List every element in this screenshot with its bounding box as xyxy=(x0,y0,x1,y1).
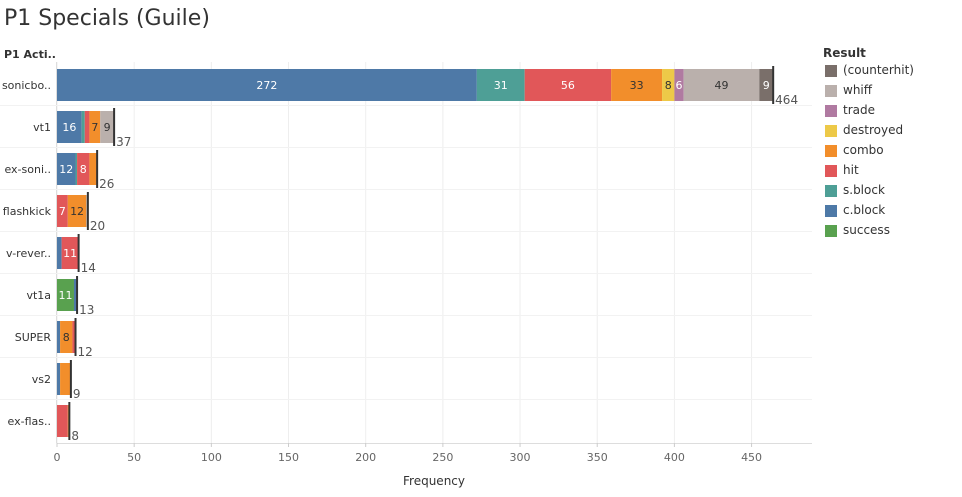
total-label: 13 xyxy=(79,303,94,317)
legend-swatch xyxy=(825,225,837,237)
bar-segment xyxy=(75,153,78,185)
bar-segment xyxy=(60,321,73,353)
x-tick-label: 0 xyxy=(54,451,61,464)
bar-segment xyxy=(57,237,62,269)
legend-label: (counterhit) xyxy=(843,63,914,77)
total-label: 464 xyxy=(775,93,798,107)
x-tick-label: 350 xyxy=(587,451,608,464)
total-label: 12 xyxy=(78,345,93,359)
legend-swatch xyxy=(825,205,837,217)
total-label: 9 xyxy=(73,387,81,401)
bar-segment xyxy=(100,111,115,143)
segment-label: 9 xyxy=(104,121,111,134)
segment-label: 6 xyxy=(676,79,683,92)
bar-segment xyxy=(57,69,477,101)
segment-label: 31 xyxy=(494,79,508,92)
bar-segment xyxy=(674,69,684,101)
x-tick-label: 250 xyxy=(432,451,453,464)
bar-segment xyxy=(57,321,61,353)
total-label: 37 xyxy=(116,135,131,149)
x-tick-label: 150 xyxy=(278,451,299,464)
bar-segment xyxy=(77,153,90,185)
bar-segment xyxy=(67,195,87,227)
bar-segment xyxy=(662,69,675,101)
legend-label: destroyed xyxy=(843,123,904,137)
bar-segment xyxy=(61,237,79,269)
bar-segment xyxy=(57,363,61,395)
bar-segment xyxy=(73,279,78,311)
total-label: 20 xyxy=(90,219,105,233)
bar-segment xyxy=(89,111,101,143)
legend-swatch xyxy=(825,85,837,97)
total-label: 14 xyxy=(81,261,96,275)
segment-label: 33 xyxy=(630,79,644,92)
segment-label: 49 xyxy=(714,79,728,92)
segment-label: 272 xyxy=(256,79,277,92)
row-label: v-rever.. xyxy=(6,247,51,260)
legend-swatch xyxy=(825,105,837,117)
segment-label: 8 xyxy=(63,331,70,344)
legend-label: trade xyxy=(843,103,875,117)
row-label: ex-flas.. xyxy=(8,415,51,428)
total-label: 8 xyxy=(71,429,79,443)
segment-label: 12 xyxy=(59,163,73,176)
x-tick-label: 200 xyxy=(355,451,376,464)
row-axis-header: P1 Acti.. xyxy=(4,48,56,61)
row-label: vt1 xyxy=(33,121,51,134)
x-tick-label: 450 xyxy=(741,451,762,464)
segment-label: 8 xyxy=(80,163,87,176)
bar-segment xyxy=(524,69,612,101)
legend-label: whiff xyxy=(843,83,873,97)
x-tick-label: 400 xyxy=(664,451,685,464)
legend-label: c.block xyxy=(843,203,886,217)
row-label: ex-soni.. xyxy=(4,163,51,176)
segment-label: 7 xyxy=(59,205,66,218)
row-label: flashkick xyxy=(3,205,52,218)
bar-segment xyxy=(57,195,68,227)
legend-swatch xyxy=(825,125,837,137)
legend-swatch xyxy=(825,145,837,157)
bar-segment xyxy=(89,153,98,185)
legend-swatch xyxy=(825,165,837,177)
x-tick-label: 300 xyxy=(510,451,531,464)
segment-label: 9 xyxy=(763,79,770,92)
segment-label: 11 xyxy=(58,289,72,302)
legend-title: Result xyxy=(823,46,866,60)
row-label: vs2 xyxy=(32,373,51,386)
row-label: vt1a xyxy=(26,289,51,302)
chart-title: P1 Specials (Guile) xyxy=(4,6,210,31)
bar-segment xyxy=(84,111,90,143)
total-label: 26 xyxy=(99,177,114,191)
segment-label: 56 xyxy=(561,79,575,92)
segment-label: 16 xyxy=(62,121,76,134)
x-tick-label: 50 xyxy=(127,451,141,464)
bar-segment xyxy=(611,69,663,101)
legend-label: combo xyxy=(843,143,884,157)
legend-swatch xyxy=(825,65,837,77)
segment-label: 7 xyxy=(91,121,98,134)
segment-label: 11 xyxy=(63,247,77,260)
bar-segment xyxy=(57,111,82,143)
bar-segment xyxy=(683,69,760,101)
bar-segment xyxy=(57,405,68,437)
bar-segment xyxy=(57,279,74,311)
x-tick-label: 100 xyxy=(201,451,222,464)
legend-label: s.block xyxy=(843,183,885,197)
x-axis-label: Frequency xyxy=(403,474,465,488)
bar-segment xyxy=(759,69,774,101)
bar-segment xyxy=(476,69,525,101)
legend-label: hit xyxy=(843,163,859,177)
segment-label: 12 xyxy=(70,205,84,218)
legend-swatch xyxy=(825,185,837,197)
bar-segment xyxy=(72,321,76,353)
bar-segment xyxy=(60,363,71,395)
row-label: sonicbo.. xyxy=(2,79,51,92)
row-label: SUPER xyxy=(15,331,52,344)
legend-label: success xyxy=(843,223,890,237)
segment-label: 8 xyxy=(665,79,672,92)
bar-segment xyxy=(81,111,85,143)
bar-segment xyxy=(57,153,76,185)
